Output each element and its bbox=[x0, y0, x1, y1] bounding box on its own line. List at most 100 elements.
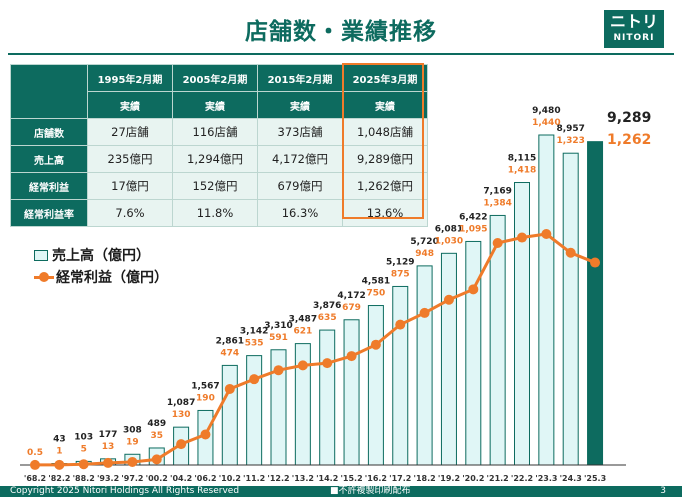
bar-value-label: 3,487 bbox=[289, 315, 317, 325]
bar-value-label: 8,115 bbox=[508, 154, 536, 164]
x-tick-label: '10.2 bbox=[219, 474, 241, 483]
table-row: 売上高 235億円 1,294億円 4,172億円 9,289億円 bbox=[10, 145, 428, 173]
profit-point bbox=[492, 237, 503, 248]
table-cell: 152億円 bbox=[172, 172, 258, 200]
page-title: 店舗数・業績推移 bbox=[245, 19, 437, 45]
row-header: 店舗数 bbox=[10, 118, 88, 146]
profit-value-label: 19 bbox=[126, 437, 139, 447]
x-tick-label: '06.2 bbox=[194, 474, 216, 483]
bar-value-label: 4,581 bbox=[362, 277, 390, 287]
table-cell: 679億円 bbox=[257, 172, 343, 200]
column-subheader: 実績 bbox=[257, 91, 343, 119]
x-tick-label: '00.2 bbox=[146, 474, 168, 483]
chart-legend: 売上高（億円） 経常利益（億円） bbox=[34, 244, 168, 288]
x-tick-label: '11.2 bbox=[243, 474, 265, 483]
performance-table: 1995年2月期 2005年2月期 2015年2月期 2025年3月期 実績 実… bbox=[10, 64, 428, 227]
profit-value-label: 0.5 bbox=[27, 448, 43, 458]
profit-point bbox=[297, 360, 308, 371]
table-cell: 235億円 bbox=[87, 145, 173, 173]
bar bbox=[465, 240, 482, 466]
bar-value-label: 177 bbox=[99, 430, 118, 440]
profit-value-label: 535 bbox=[245, 339, 264, 349]
profit-point bbox=[468, 284, 479, 295]
profit-value-label: 130 bbox=[172, 410, 191, 420]
profit-value-label: 1,030 bbox=[435, 236, 463, 246]
bar bbox=[319, 329, 336, 466]
profit-point bbox=[249, 374, 260, 385]
bar-value-label: 3,876 bbox=[313, 301, 341, 311]
profit-point bbox=[176, 439, 187, 450]
column-subheader: 実績 bbox=[87, 91, 173, 119]
bar-value-label: 9,480 bbox=[532, 106, 560, 116]
bar-value-label: 3,310 bbox=[264, 321, 292, 331]
profit-value-label: 5 bbox=[81, 444, 87, 454]
x-tick-label: '04.2 bbox=[170, 474, 192, 483]
row-header: 経常利益率 bbox=[10, 199, 88, 227]
bar bbox=[221, 364, 238, 466]
bar bbox=[246, 355, 263, 466]
column-subheader: 実績 bbox=[342, 91, 428, 119]
bar bbox=[367, 305, 384, 466]
notice: ■不許複製印刷配布 bbox=[330, 486, 411, 496]
bar-value-label: 5,129 bbox=[386, 257, 414, 267]
profit-point bbox=[224, 383, 235, 394]
profit-value-label: 1,440 bbox=[532, 118, 560, 128]
legend-bar-swatch bbox=[34, 249, 48, 261]
bar-value-label: 8,957 bbox=[556, 124, 584, 134]
x-tick-label: '22.2 bbox=[511, 474, 533, 483]
bar-value-label: 43 bbox=[53, 435, 66, 445]
x-tick-label: '15.2 bbox=[340, 474, 362, 483]
table-cell: 7.6% bbox=[87, 199, 173, 227]
latest-period-highlight bbox=[342, 63, 424, 219]
profit-point bbox=[54, 459, 65, 470]
bar-value-label: 9,289 bbox=[607, 110, 651, 126]
profit-value-label: 1,095 bbox=[459, 224, 487, 234]
x-tick-label: '21.2 bbox=[487, 474, 509, 483]
legend-label: 経常利益（億円） bbox=[56, 270, 168, 286]
x-tick-label: '14.2 bbox=[316, 474, 338, 483]
row-header: 売上高 bbox=[10, 145, 88, 173]
profit-point bbox=[78, 459, 89, 470]
profit-point bbox=[395, 319, 406, 330]
table-header-row: 1995年2月期 2005年2月期 2015年2月期 2025年3月期 bbox=[10, 64, 428, 119]
profit-value-label: 1 bbox=[56, 447, 62, 457]
column-subheader: 実績 bbox=[172, 91, 258, 119]
table-cell: 27店舗 bbox=[87, 118, 173, 146]
profit-value-label: 875 bbox=[391, 269, 410, 279]
bar bbox=[343, 319, 360, 466]
table-cell: 16.3% bbox=[257, 199, 343, 227]
legend-item-profit: 経常利益（億円） bbox=[34, 266, 168, 288]
table-corner bbox=[10, 64, 88, 119]
profit-value-label: 635 bbox=[318, 313, 337, 323]
profit-value-label: 1,384 bbox=[483, 198, 511, 208]
bar bbox=[538, 134, 555, 466]
copyright: Copyright 2025 Nitori Holdings All Right… bbox=[10, 486, 240, 496]
column-header: 1995年2月期 bbox=[87, 64, 173, 92]
profit-value-label: 13 bbox=[102, 442, 115, 452]
column-header: 2015年2月期 bbox=[257, 64, 343, 92]
bar-value-label: 6,081 bbox=[435, 224, 463, 234]
table-row: 経常利益率 7.6% 11.8% 16.3% 13.6% bbox=[10, 199, 428, 227]
x-tick-label: '13.2 bbox=[292, 474, 314, 483]
page-number: 3 bbox=[660, 486, 666, 496]
profit-point bbox=[565, 247, 576, 258]
table-cell: 11.8% bbox=[172, 199, 258, 227]
nitori-logo: ニトリ NITORI bbox=[604, 10, 664, 48]
logo-text: NITORI bbox=[613, 33, 655, 43]
bar bbox=[587, 141, 604, 466]
bar-value-label: 1,087 bbox=[167, 398, 195, 408]
profit-point bbox=[103, 457, 114, 468]
profit-point bbox=[346, 351, 357, 362]
bar-value-label: 2,861 bbox=[216, 336, 244, 346]
x-tick-label: '97.2 bbox=[121, 474, 143, 483]
x-tick-label: '19.2 bbox=[438, 474, 460, 483]
table-cell: 4,172億円 bbox=[257, 145, 343, 173]
profit-value-label: 679 bbox=[342, 303, 361, 313]
profit-point bbox=[517, 232, 527, 243]
bar-value-label: 308 bbox=[123, 425, 142, 435]
profit-value-label: 1,418 bbox=[508, 166, 536, 176]
profit-point bbox=[443, 294, 454, 305]
bar-value-label: 3,142 bbox=[240, 327, 268, 337]
